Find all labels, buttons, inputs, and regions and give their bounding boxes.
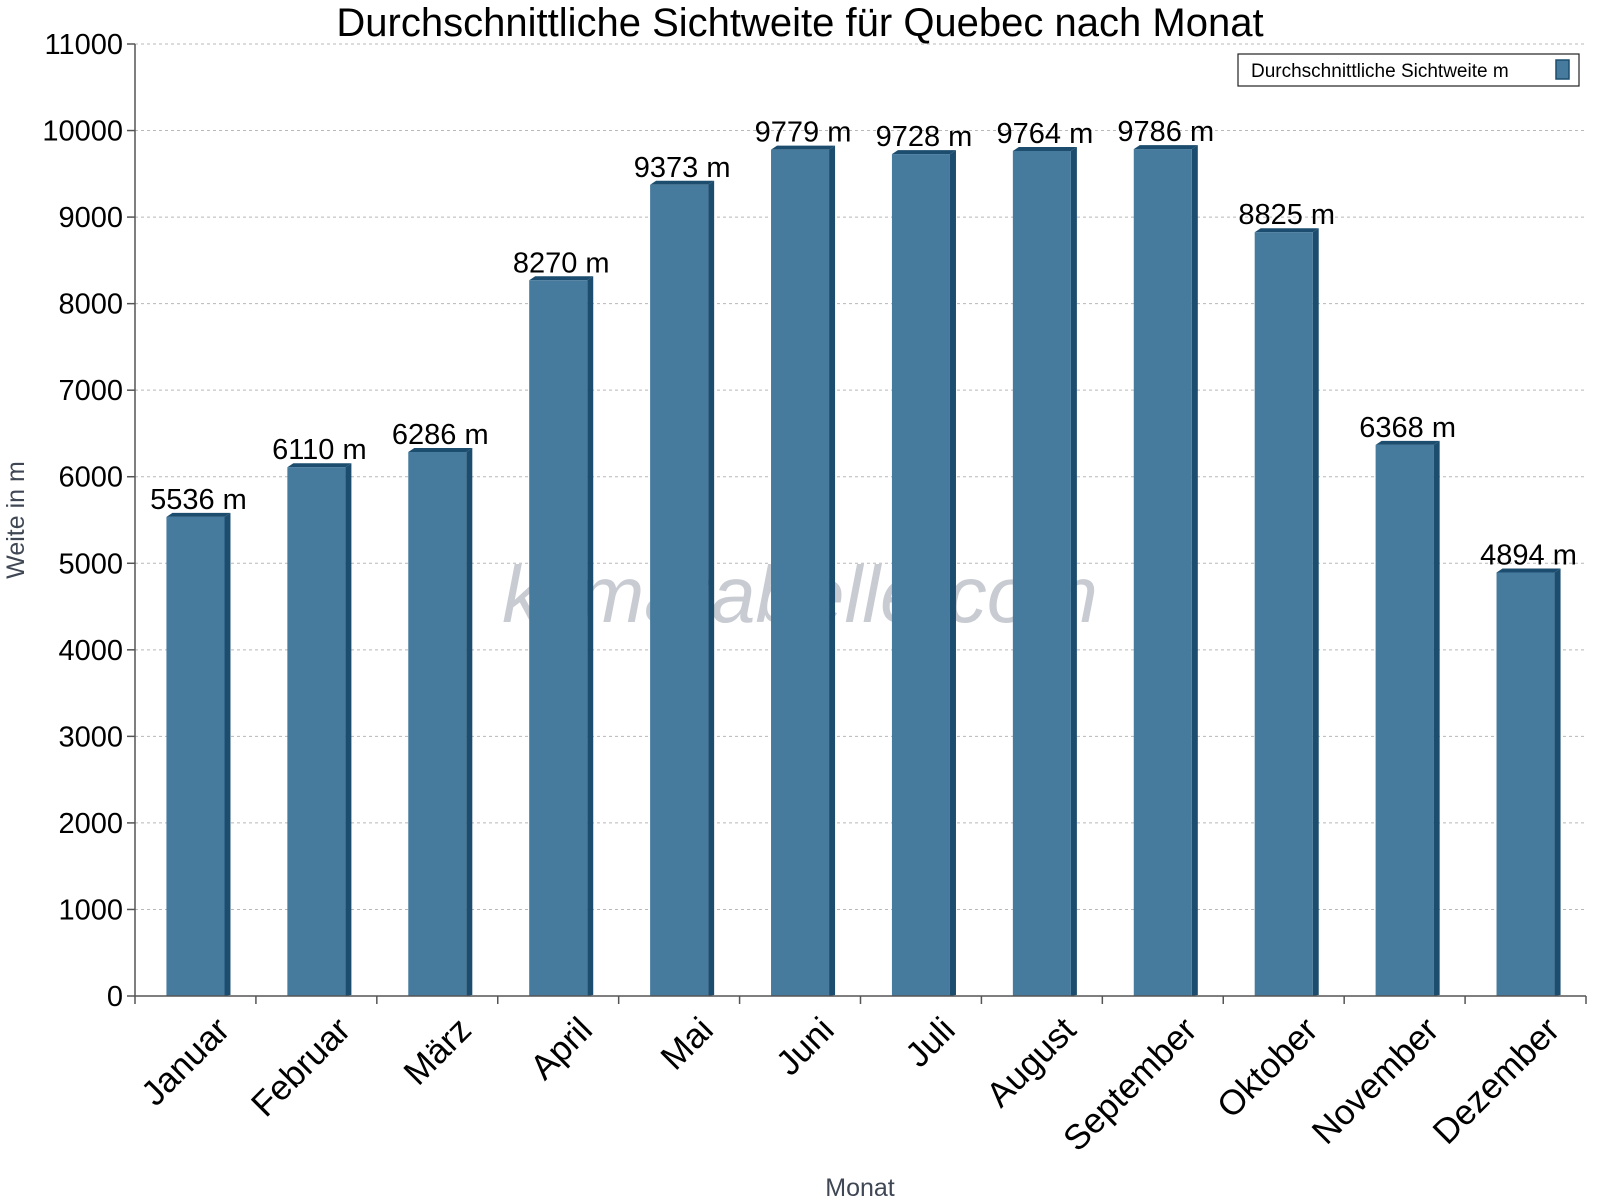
x-tick-label: September (1056, 1010, 1205, 1159)
y-tick-label: 2000 (58, 808, 123, 840)
x-tick-label: November (1305, 1010, 1447, 1152)
bar-side (1070, 146, 1077, 996)
bar-top (408, 447, 473, 452)
x-tick-label: März (396, 1010, 479, 1093)
y-tick-label: 6000 (58, 462, 123, 494)
bar-top (771, 145, 836, 150)
bar-side (587, 276, 594, 996)
data-labels: 5536 m 6110 m 6286 m 8270 m 9373 m 9779 m 9728… (150, 116, 1577, 571)
x-tick-label: April (523, 1010, 600, 1087)
bar-top (1496, 568, 1561, 573)
data-label: 9779 m (755, 117, 852, 149)
y-tick-labels: 0 1000 2000 3000 4000 5000 6000 7000 8000 9000 100… (42, 29, 135, 1013)
bar (1375, 440, 1440, 996)
x-tick-label: Juli (898, 1010, 963, 1075)
bar-side (1191, 145, 1198, 997)
x-tick-label: Januar (134, 1010, 237, 1113)
bar-face (650, 184, 709, 996)
x-tick-label: August (979, 1010, 1084, 1115)
bar-side (466, 447, 473, 996)
bar (529, 276, 594, 996)
y-tick-label: 11000 (45, 29, 124, 61)
bar-face (771, 149, 830, 996)
bar-face (408, 451, 467, 996)
y-tick-label: 7000 (58, 375, 123, 407)
bar-top (1133, 145, 1198, 150)
bar-face (1375, 444, 1434, 996)
gridlines (135, 43, 1586, 910)
y-tick-label: 9000 (58, 202, 123, 234)
axes (134, 44, 1586, 997)
bar-top (1254, 228, 1319, 233)
bar (650, 180, 715, 996)
bar-side (829, 145, 836, 996)
data-label: 9373 m (634, 152, 731, 184)
bar-side (708, 180, 715, 996)
x-tick-label: Februar (244, 1010, 358, 1124)
bar-side (1433, 440, 1440, 996)
bar-top (529, 276, 594, 281)
x-tick-label: Juni (769, 1010, 842, 1083)
bar-face (1133, 149, 1192, 997)
bar-side (345, 463, 352, 996)
bar-side (1312, 228, 1319, 997)
bar-face (1496, 572, 1555, 996)
data-label: 6368 m (1359, 412, 1456, 444)
x-tick-label: Dezember (1425, 1010, 1567, 1152)
bar-side (949, 150, 956, 996)
y-tick-label: 10000 (42, 116, 123, 148)
bar (1496, 568, 1561, 996)
bar-face (287, 467, 346, 996)
data-label: 6110 m (272, 434, 367, 466)
y-tick-label: 1000 (58, 894, 123, 926)
bar-top (1375, 440, 1440, 445)
legend: Durchschnittliche Sichtweite m (1237, 53, 1580, 87)
x-axis-title: Monat (825, 1174, 895, 1200)
legend-swatch (1555, 59, 1570, 80)
data-label: 9786 m (1117, 116, 1214, 148)
bar-face (1254, 232, 1313, 997)
bar-top (650, 180, 715, 185)
bar-top (166, 512, 231, 517)
y-tick-label: 8000 (58, 289, 123, 321)
bar (771, 145, 836, 996)
y-tick-label: 0 (107, 981, 123, 1013)
chart-title: Durchschnittliche Sichtweite für Quebec … (336, 1, 1263, 45)
x-tick-label: Mai (653, 1010, 720, 1077)
bar (166, 512, 231, 996)
bar (1133, 145, 1198, 997)
legend-label: Durchschnittliche Sichtweite m (1251, 61, 1509, 82)
data-label: 8825 m (1238, 199, 1335, 231)
data-label: 5536 m (150, 484, 247, 516)
bar-side (1554, 568, 1561, 996)
data-label: 9764 m (997, 118, 1094, 150)
bar-face (1012, 150, 1071, 996)
bar (891, 150, 956, 996)
x-tick-label: Oktober (1210, 1010, 1326, 1126)
bar (1254, 228, 1319, 997)
data-label: 6286 m (392, 419, 489, 451)
bar-face (891, 154, 950, 996)
bar-top (891, 150, 956, 155)
bar-face (166, 516, 225, 996)
bars (166, 145, 1561, 997)
data-label: 4894 m (1480, 539, 1577, 571)
bar (408, 447, 473, 996)
bar (287, 463, 352, 996)
y-tick-label: 4000 (58, 635, 123, 667)
y-tick-label: 5000 (58, 548, 123, 580)
y-tick-label: 3000 (58, 721, 123, 753)
data-label: 9728 m (876, 121, 973, 153)
x-tick-labels: Januar Februar März April Mai Juni Juli AugustS… (134, 996, 1587, 1159)
bar (1012, 146, 1077, 996)
y-axis-title: Weite in m (2, 461, 30, 579)
bar-top (1012, 146, 1077, 151)
bar-top (287, 463, 352, 468)
bar-side (224, 512, 231, 996)
bar-face (529, 280, 588, 996)
legend-box (1237, 53, 1580, 87)
data-label: 8270 m (513, 247, 610, 279)
